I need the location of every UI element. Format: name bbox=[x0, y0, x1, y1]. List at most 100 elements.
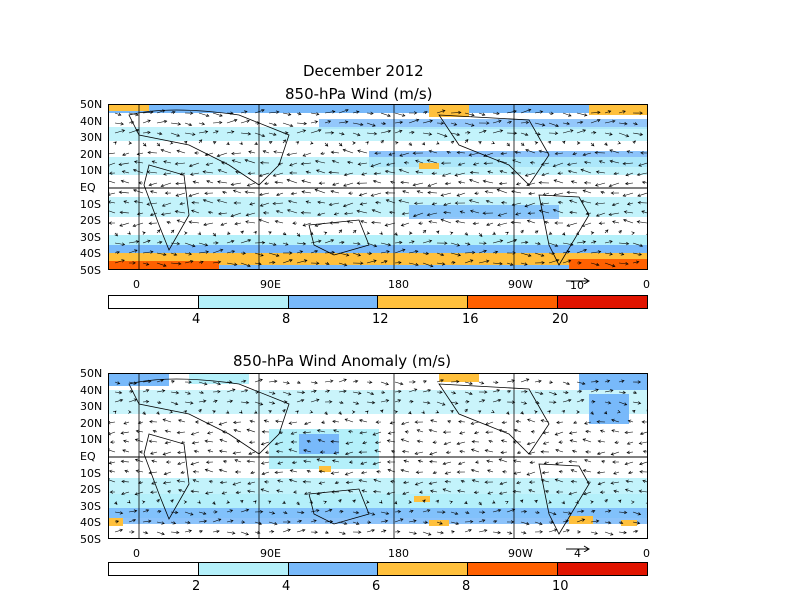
wind-arrow bbox=[468, 199, 480, 204]
wind-arrow bbox=[464, 400, 470, 404]
wind-arrow bbox=[194, 420, 200, 424]
wind-arrow bbox=[317, 200, 326, 205]
wind-arrow bbox=[417, 459, 424, 463]
wind-arrow bbox=[646, 531, 647, 532]
wind-arrow bbox=[218, 449, 228, 453]
wind-arrow bbox=[109, 448, 116, 453]
wind-arrow bbox=[318, 481, 326, 485]
wind-arrow bbox=[516, 480, 522, 485]
wind-arrow bbox=[464, 391, 473, 396]
wind-arrow bbox=[246, 182, 256, 187]
wind-arrow bbox=[492, 111, 500, 116]
wind-arrow bbox=[492, 129, 504, 134]
wind-arrow bbox=[618, 520, 624, 525]
wind-arrow bbox=[596, 420, 606, 424]
wind-arrow bbox=[309, 500, 314, 504]
wind-arrow bbox=[370, 162, 382, 168]
wind-arrow bbox=[450, 140, 455, 144]
wind-arrow bbox=[136, 212, 144, 216]
wind-arrow bbox=[390, 180, 396, 184]
wind-arrow bbox=[160, 182, 172, 188]
wind-arrow bbox=[576, 509, 585, 514]
wind-arrow bbox=[618, 379, 625, 383]
wind-arrow bbox=[548, 528, 558, 533]
shade-band bbox=[109, 235, 647, 247]
anomaly-vectors bbox=[109, 378, 647, 536]
wind-arrow bbox=[302, 222, 312, 227]
wind-arrow bbox=[459, 210, 466, 214]
wind-arrow bbox=[352, 229, 357, 234]
wind-arrow bbox=[555, 448, 564, 453]
wind-arrow bbox=[640, 151, 647, 155]
wind-arrow bbox=[338, 240, 345, 245]
wind-arrow bbox=[380, 399, 390, 403]
wind-arrow bbox=[365, 410, 369, 414]
wind-arrow bbox=[544, 220, 550, 225]
wind-arrow bbox=[366, 122, 376, 127]
wind-arrow bbox=[534, 379, 542, 383]
wind-arrow bbox=[450, 110, 462, 115]
wind-arrow bbox=[512, 459, 522, 463]
wind-arrow bbox=[380, 519, 389, 523]
wind-arrow bbox=[324, 110, 336, 114]
wind-arrow bbox=[162, 481, 172, 485]
wind-arrow bbox=[348, 191, 354, 195]
wind-arrow bbox=[380, 121, 387, 126]
wind-arrow bbox=[190, 431, 200, 436]
wind-arrow bbox=[206, 431, 214, 435]
wind-arrow bbox=[520, 531, 527, 535]
wind-arrow bbox=[310, 128, 322, 134]
wind-arrow bbox=[585, 429, 592, 434]
wind-arrow bbox=[506, 400, 516, 404]
wind-arrow bbox=[240, 508, 250, 513]
shade-band bbox=[569, 516, 593, 524]
coastline bbox=[143, 164, 190, 251]
wind-arrow bbox=[447, 420, 452, 424]
wind-arrow bbox=[604, 379, 611, 383]
wind-arrow bbox=[366, 391, 375, 396]
wind-arrow bbox=[548, 242, 559, 247]
wind-arrow bbox=[464, 112, 475, 117]
wind-arrow bbox=[176, 479, 186, 483]
wind-arrow bbox=[306, 439, 312, 444]
wind-arrow bbox=[506, 520, 515, 524]
wind-arrow bbox=[282, 391, 292, 396]
wind-arrow bbox=[642, 450, 647, 454]
wind-arrow bbox=[412, 151, 424, 155]
colorbar-label: 6 bbox=[372, 579, 381, 594]
wind-arrow bbox=[316, 429, 326, 433]
wind-arrow bbox=[380, 390, 386, 394]
wind-arrow bbox=[617, 499, 622, 503]
wind-arrow bbox=[512, 440, 522, 444]
wind-arrow bbox=[590, 142, 595, 147]
wind-arrow bbox=[232, 420, 242, 425]
wind-arrow bbox=[184, 260, 194, 264]
wind-arrow bbox=[422, 110, 428, 115]
wind-arrow bbox=[567, 169, 578, 174]
wind-arrow bbox=[380, 260, 388, 264]
wind-arrow bbox=[443, 441, 452, 446]
wind-arrow bbox=[262, 150, 270, 154]
wind-arrow bbox=[338, 521, 348, 526]
shade-band bbox=[579, 374, 647, 390]
wind-arrow bbox=[632, 529, 639, 534]
wind-arrow bbox=[450, 521, 460, 525]
wind-arrow bbox=[611, 429, 620, 433]
wind-arrow bbox=[511, 202, 522, 207]
wind-arrow bbox=[226, 111, 234, 115]
wind-arrow bbox=[113, 141, 117, 145]
wind-arrow bbox=[570, 469, 578, 473]
wind-arrow bbox=[357, 149, 368, 154]
wind-arrow bbox=[478, 519, 486, 523]
wind-arrow bbox=[604, 389, 614, 393]
wind-arrow bbox=[361, 172, 368, 176]
wind-arrow bbox=[553, 192, 564, 197]
wind-arrow bbox=[428, 220, 438, 224]
wind-arrow bbox=[156, 521, 165, 525]
wind-arrow bbox=[538, 149, 550, 154]
wind-arrow bbox=[343, 172, 354, 177]
wind-arrow bbox=[515, 419, 522, 424]
wind-arrow bbox=[414, 481, 424, 486]
wind-arrow bbox=[268, 242, 277, 246]
wind-arrow bbox=[217, 180, 228, 184]
